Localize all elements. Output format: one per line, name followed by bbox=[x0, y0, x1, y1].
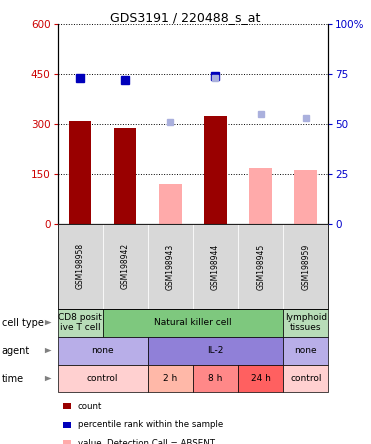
Text: control: control bbox=[87, 374, 118, 383]
Text: Natural killer cell: Natural killer cell bbox=[154, 318, 232, 327]
Bar bbox=[69, 121, 91, 224]
Text: GSM198958: GSM198958 bbox=[76, 243, 85, 289]
Text: GSM198943: GSM198943 bbox=[166, 243, 175, 289]
Bar bbox=[204, 116, 227, 224]
Text: none: none bbox=[91, 346, 114, 355]
Text: CD8 posit
ive T cell: CD8 posit ive T cell bbox=[58, 313, 102, 332]
Text: agent: agent bbox=[2, 345, 30, 356]
Bar bbox=[114, 128, 137, 224]
Text: control: control bbox=[290, 374, 322, 383]
Bar bbox=[249, 168, 272, 224]
Bar bbox=[295, 170, 317, 224]
Text: GDS3191 / 220488_s_at: GDS3191 / 220488_s_at bbox=[110, 11, 261, 24]
Text: cell type: cell type bbox=[2, 317, 44, 328]
Text: IL-2: IL-2 bbox=[207, 346, 224, 355]
Text: percentile rank within the sample: percentile rank within the sample bbox=[78, 420, 223, 429]
Text: count: count bbox=[78, 402, 102, 411]
Text: 8 h: 8 h bbox=[208, 374, 223, 383]
Text: lymphoid
tissues: lymphoid tissues bbox=[285, 313, 327, 332]
Text: 2 h: 2 h bbox=[163, 374, 177, 383]
Text: GSM198944: GSM198944 bbox=[211, 243, 220, 289]
Text: 24 h: 24 h bbox=[251, 374, 270, 383]
Text: GSM198942: GSM198942 bbox=[121, 243, 130, 289]
Text: time: time bbox=[2, 373, 24, 384]
Text: value, Detection Call = ABSENT: value, Detection Call = ABSENT bbox=[78, 439, 215, 444]
Text: none: none bbox=[295, 346, 317, 355]
Text: GSM198945: GSM198945 bbox=[256, 243, 265, 289]
Text: GSM198959: GSM198959 bbox=[301, 243, 310, 289]
Bar bbox=[159, 184, 182, 224]
